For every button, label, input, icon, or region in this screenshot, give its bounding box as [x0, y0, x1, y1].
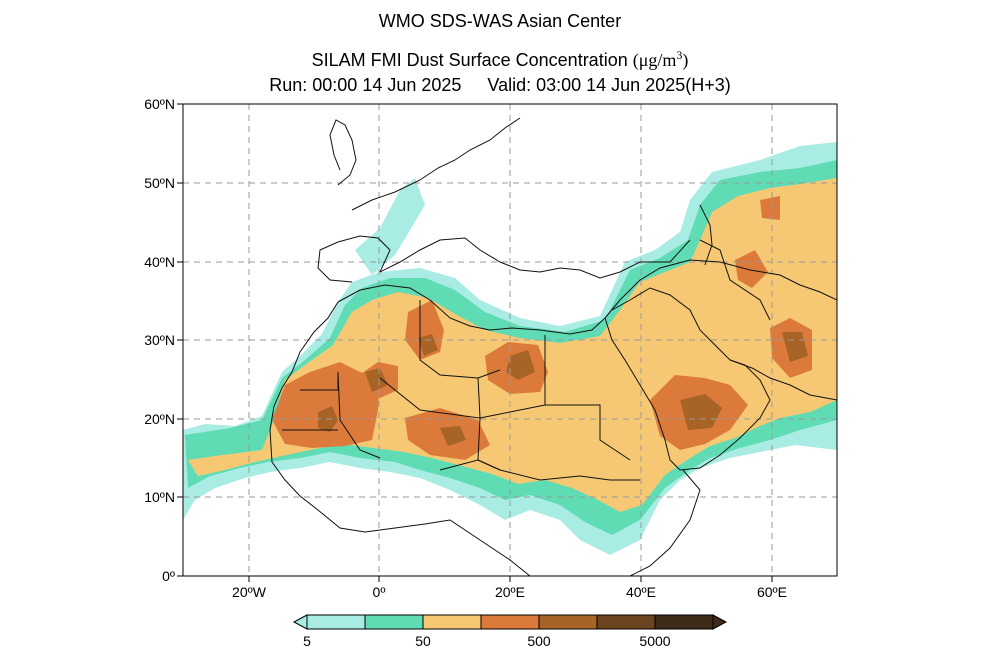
- title-product: SILAM FMI Dust Surface Concentration (μg…: [0, 44, 1000, 71]
- lat-label: 40ºN: [144, 254, 175, 270]
- colorbar-legend: 5 50 500 5000: [292, 614, 728, 649]
- lat-label: 0º: [162, 568, 175, 584]
- title-run-valid: Run: 00:00 14 Jun 2025 Valid: 03:00 14 Ju…: [0, 74, 1000, 96]
- colorbar-segment: [596, 614, 656, 630]
- axis-ticks: [177, 103, 773, 582]
- colorbar-label: 5000: [639, 633, 670, 649]
- lat-label: 20ºN: [144, 411, 175, 427]
- colorbar-high-triangle: [712, 614, 728, 630]
- longitude-labels: 20ºW 0º 20ºE 40ºE 60ºE: [232, 584, 787, 600]
- colorbar-low-triangle: [292, 614, 308, 630]
- lat-label: 30ºN: [144, 332, 175, 348]
- title-center-name: WMO SDS-WAS Asian Center: [378, 11, 622, 31]
- title-unit: (μg/m3): [632, 48, 689, 70]
- map-gridlines: [183, 104, 837, 576]
- dust-concentration-field: [183, 142, 837, 555]
- colorbar-label: 500: [527, 633, 551, 649]
- run-time: Run: 00:00 14 Jun 2025: [269, 75, 462, 95]
- colorbar-segment: [364, 614, 424, 630]
- coastlines-and-borders: [269, 117, 837, 576]
- lon-label: 0º: [373, 584, 386, 600]
- valid-time: Valid: 03:00 14 Jun 2025(H+3): [487, 75, 731, 95]
- colorbar-segment: [422, 614, 482, 630]
- colorbar-label: 50: [415, 633, 431, 649]
- colorbar-label: 5: [303, 633, 311, 649]
- colorbar-segment: [480, 614, 540, 630]
- title-product-text: SILAM FMI Dust Surface Concentration: [311, 50, 628, 70]
- lon-label: 20ºW: [232, 584, 267, 600]
- dust-core-west: [272, 362, 380, 448]
- lon-label: 40ºE: [626, 584, 656, 600]
- lat-label: 50ºN: [144, 175, 175, 191]
- colorbar-segment: [538, 614, 598, 630]
- lon-label: 20ºE: [495, 584, 525, 600]
- colorbar-segment: [654, 614, 714, 630]
- lon-label: 60ºE: [757, 584, 787, 600]
- lat-label: 10ºN: [144, 489, 175, 505]
- colorbar-segment: [306, 614, 366, 630]
- lat-label: 60ºN: [144, 96, 175, 112]
- latitude-labels: 60ºN 50ºN 40ºN 30ºN 20ºN 10ºN 0º: [144, 96, 175, 584]
